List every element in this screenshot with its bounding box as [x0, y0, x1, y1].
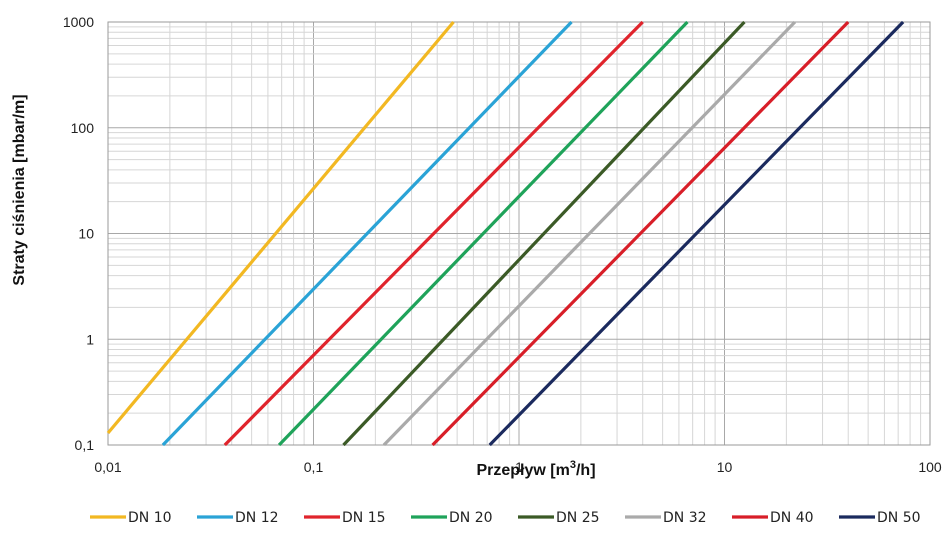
- legend-entry-label: DN 25: [556, 510, 600, 526]
- legend-entry-label: DN 50: [877, 510, 921, 526]
- x-tick-label: 10: [717, 459, 733, 475]
- series-line-dn-10: [106, 20, 455, 435]
- y-tick-labels: 0,1 1 10 100 1000: [63, 14, 94, 453]
- x-tick-label: 0,01: [94, 459, 121, 475]
- series-line-dn-40: [431, 20, 850, 447]
- legend-entry-label: DN 12: [235, 510, 279, 526]
- x-tick-labels: 0,01 0,1 1 10 100: [94, 459, 942, 475]
- legend: DN 10 DN 12 DN 15 DN 20 DN 25 DN 32 DN 40 DN 50: [90, 510, 921, 526]
- y-tick-label: 100: [71, 120, 95, 136]
- series-line-dn-12: [161, 20, 573, 447]
- y-tick-label: 1000: [63, 14, 94, 30]
- x-tick-label: 100: [918, 459, 942, 475]
- series-line-dn-20: [277, 20, 689, 447]
- series-line-dn-25: [342, 20, 746, 447]
- legend-entry-label: DN 20: [449, 510, 493, 526]
- plot-frame: [107, 21, 931, 446]
- legend-entry-label: DN 10: [128, 510, 172, 526]
- y-axis-label: Straty ciśnienia [mbar/m]: [11, 94, 28, 285]
- y-tick-label: 10: [78, 226, 94, 242]
- series-line-dn-15: [223, 20, 644, 447]
- x-axis-label-main: Przepływ [m: [476, 462, 569, 479]
- y-tick-label: 0,1: [75, 437, 95, 453]
- series-lines: [106, 20, 905, 447]
- x-axis-label: Przepływ [m3/h]: [476, 459, 595, 479]
- legend-entry-label: DN 15: [342, 510, 386, 526]
- series-line-dn-32: [382, 20, 797, 447]
- legend-entry-label: DN 40: [770, 510, 814, 526]
- series-line-dn-50: [488, 20, 905, 447]
- grid: [107, 22, 930, 446]
- x-tick-label: 1: [515, 459, 523, 475]
- x-tick-label: 0,1: [304, 459, 324, 475]
- x-axis-label-sup: 3: [570, 459, 576, 471]
- legend-entry-label: DN 32: [663, 510, 707, 526]
- y-tick-label: 1: [86, 331, 94, 347]
- x-axis-label-tail: /h]: [576, 462, 596, 479]
